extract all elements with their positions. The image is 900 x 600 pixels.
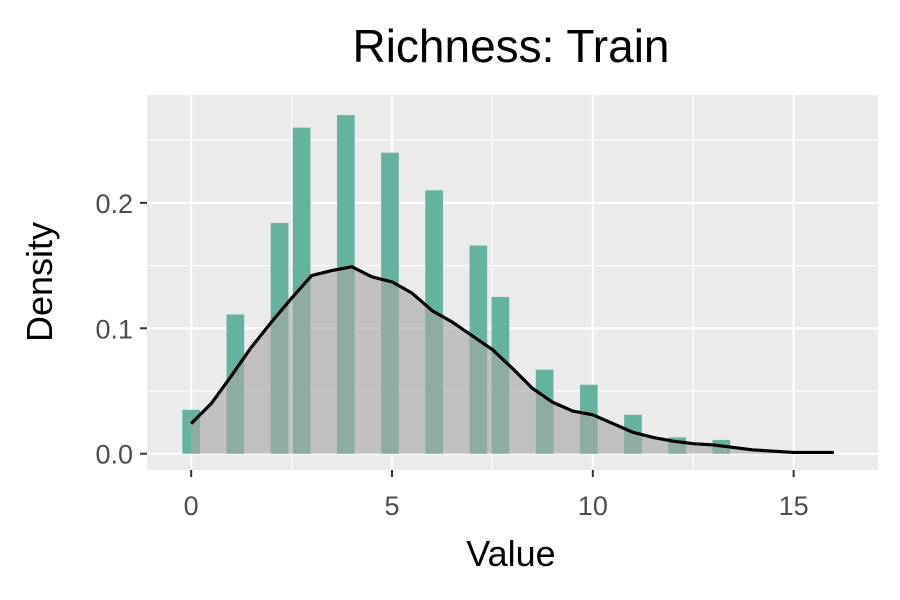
x-tick-label: 0 <box>184 491 199 521</box>
x-axis-title: Value <box>466 533 555 574</box>
axes: 0 5 10 15 0.0 0.1 0.2 <box>95 189 808 521</box>
x-tick-label: 10 <box>578 491 608 521</box>
x-tick-label: 5 <box>384 491 399 521</box>
y-axis-title: Density <box>19 222 60 342</box>
y-tick-label: 0.0 <box>95 440 133 470</box>
density-line <box>190 265 834 455</box>
chart-title: Richness: Train <box>352 20 669 72</box>
y-tick-label: 0.1 <box>95 314 133 344</box>
y-tick-label: 0.2 <box>95 189 133 219</box>
x-tick-label: 15 <box>779 491 809 521</box>
density-area <box>191 266 834 454</box>
density-curve-group <box>190 265 834 455</box>
